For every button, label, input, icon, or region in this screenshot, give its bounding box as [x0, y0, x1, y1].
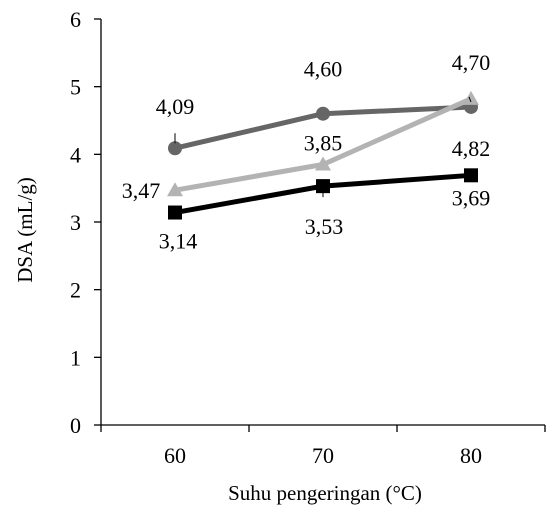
data-point-circle [168, 141, 182, 156]
y-tick-label: 6 [70, 7, 81, 32]
y-tick-label: 5 [70, 75, 81, 100]
data-label: 3,14 [159, 229, 198, 254]
y-tick-label: 1 [70, 345, 81, 370]
data-point-square [316, 179, 330, 194]
series-triangle [167, 90, 479, 197]
y-axis-label: DSA (mL/g) [13, 177, 37, 283]
y-tick-label: 2 [70, 278, 81, 303]
x-tick-label: 70 [312, 443, 334, 468]
data-label: 4,70 [452, 50, 491, 75]
data-label: 3,53 [305, 214, 344, 239]
data-label: 4,82 [452, 136, 491, 161]
data-label: 4,09 [156, 94, 195, 119]
data-label: 3,85 [304, 130, 343, 155]
data-label: 3,69 [452, 185, 491, 210]
y-axis-ticks: 0 1 2 3 4 5 6 [70, 7, 101, 438]
data-point-square [168, 205, 182, 220]
data-point-triangle [315, 156, 331, 171]
label-leader-line [468, 96, 472, 103]
x-axis-label: Suhu pengeringan (°C) [228, 481, 422, 505]
data-label: 4,60 [304, 57, 343, 82]
data-point-triangle [167, 182, 183, 197]
x-axis-ticks: 60 70 80 [100, 425, 546, 468]
data-labels: 4,09 4,60 4,70 3,47 3,85 4,82 3,14 3,53 3,69 [122, 50, 491, 254]
series-layer [167, 90, 479, 220]
x-tick-label: 80 [460, 443, 482, 468]
x-tick-label: 60 [164, 443, 186, 468]
y-tick-label: 4 [70, 142, 81, 167]
y-tick-label: 0 [70, 413, 81, 438]
series-square [168, 168, 478, 220]
data-point-triangle [463, 90, 479, 105]
y-tick-label: 3 [70, 210, 81, 235]
data-point-circle [316, 106, 330, 121]
data-label: 3,47 [122, 178, 161, 203]
data-point-square [464, 168, 478, 183]
